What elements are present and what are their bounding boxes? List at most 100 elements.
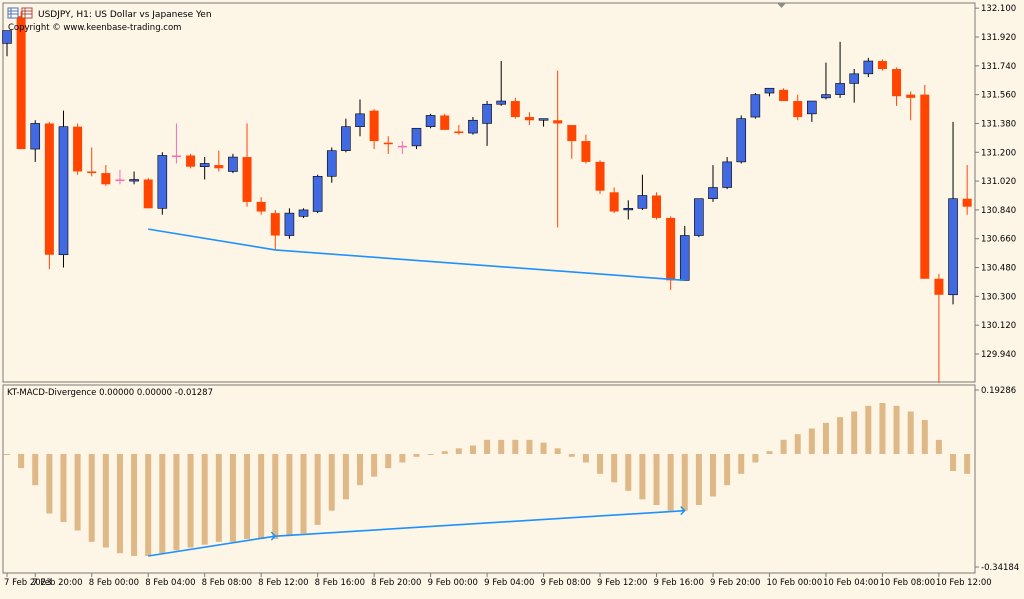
histogram-bar: [710, 454, 716, 497]
price-axis: 132.100 131.920 131.740 131.560 131.380 131.2…: [975, 4, 1016, 360]
time-tick-label: 9 Feb 04:00: [484, 578, 534, 588]
candle: [821, 62, 831, 100]
candle: [906, 91, 916, 121]
histogram-bar: [116, 454, 123, 554]
candle-body: [679, 235, 690, 281]
candle-body: [425, 115, 436, 127]
candle-body: [835, 83, 845, 95]
candle: [962, 165, 972, 215]
histogram-bar: [88, 454, 95, 542]
candle: [425, 113, 436, 129]
candle: [920, 85, 930, 279]
candle-body: [468, 119, 478, 134]
time-tick-label: 8 Feb 20:00: [371, 578, 421, 588]
candle-body: [440, 115, 450, 130]
candle-body: [482, 103, 492, 124]
time-tick-label: 9 Feb 08:00: [541, 578, 591, 588]
candle: [637, 174, 648, 210]
candle-body: [115, 179, 125, 181]
candle: [298, 208, 309, 218]
price-tick-label: 131.920: [981, 33, 1016, 43]
candle: [411, 127, 422, 150]
divergence-arrow-icon: [680, 506, 686, 516]
histogram-bar: [314, 454, 321, 525]
histogram-bar: [526, 439, 533, 454]
candle-body: [708, 187, 718, 200]
indicator-tick-label: 0.19286: [981, 386, 1016, 396]
price-tick-label: 131.560: [981, 91, 1016, 101]
candle: [764, 87, 775, 97]
indicator-axis: 0.19286 -0.34184: [975, 386, 1019, 573]
main-candles-group: [2, 11, 972, 383]
histogram-bar: [498, 439, 505, 454]
histogram-bar: [46, 454, 53, 514]
histogram-bar: [625, 454, 632, 491]
histogram-bar: [695, 454, 702, 505]
shift-marker-icon[interactable]: [777, 3, 786, 8]
symbol-menu-icon[interactable]: [7, 7, 19, 19]
histogram-bar: [469, 445, 476, 454]
candle-body: [920, 94, 930, 279]
candle-body: [171, 155, 181, 157]
histogram-bar: [4, 454, 10, 455]
histogram-bar: [653, 454, 660, 505]
candle: [16, 11, 26, 150]
candle-body: [538, 118, 549, 121]
indicator-divergence-line: [148, 509, 685, 557]
candle-body: [524, 117, 534, 121]
candle-body: [948, 198, 958, 296]
candle: [355, 99, 365, 137]
candle: [284, 208, 295, 239]
candle-body: [496, 100, 507, 105]
histogram-bar: [964, 454, 971, 474]
histogram-group: [4, 403, 971, 556]
histogram-bar: [413, 454, 420, 457]
time-tick-label: 10 Feb 12:00: [936, 578, 992, 588]
candle: [214, 150, 224, 172]
candle: [115, 169, 125, 185]
candle-body: [454, 131, 464, 134]
candle: [849, 69, 860, 103]
price-tick-label: 131.740: [981, 62, 1016, 72]
candle: [524, 112, 534, 126]
copyright-text: Copyright © www.keenbase-trading.com: [8, 23, 181, 33]
price-tick-label: 129.940: [981, 350, 1016, 360]
candle: [581, 134, 591, 164]
time-tick-label: 7 Feb 20:00: [32, 578, 82, 588]
histogram-bar: [738, 454, 745, 474]
candle-body: [694, 198, 704, 236]
candle-body: [609, 192, 619, 212]
candle-body: [962, 198, 972, 207]
time-tick-label: 9 Feb 20:00: [710, 578, 760, 588]
candle-body: [369, 110, 379, 142]
histogram-bar: [639, 454, 646, 500]
candle-body: [666, 217, 676, 281]
candle-body: [312, 175, 323, 212]
histogram-bar: [427, 454, 434, 455]
histogram-bar: [173, 454, 180, 551]
histogram-bar: [342, 454, 349, 500]
candle-body: [779, 89, 789, 102]
candle-body: [623, 208, 634, 211]
candle: [877, 59, 887, 71]
candle-body: [906, 94, 916, 98]
candle: [609, 187, 619, 214]
candle-body: [807, 100, 817, 115]
candle: [652, 192, 662, 220]
price-tick-label: 132.100: [981, 4, 1016, 14]
histogram-bar: [244, 454, 251, 539]
candle: [129, 171, 139, 185]
candle-body: [355, 113, 365, 127]
candle: [510, 97, 520, 119]
candle: [58, 110, 69, 268]
candle-body: [793, 101, 803, 118]
divergence-arrow-icon: [270, 531, 277, 541]
histogram-bar: [879, 403, 886, 454]
histogram-bar: [187, 454, 194, 548]
histogram-bar: [371, 454, 378, 477]
timeframe-icon[interactable]: [21, 7, 33, 19]
candle: [454, 125, 464, 135]
candle-body: [326, 150, 337, 177]
